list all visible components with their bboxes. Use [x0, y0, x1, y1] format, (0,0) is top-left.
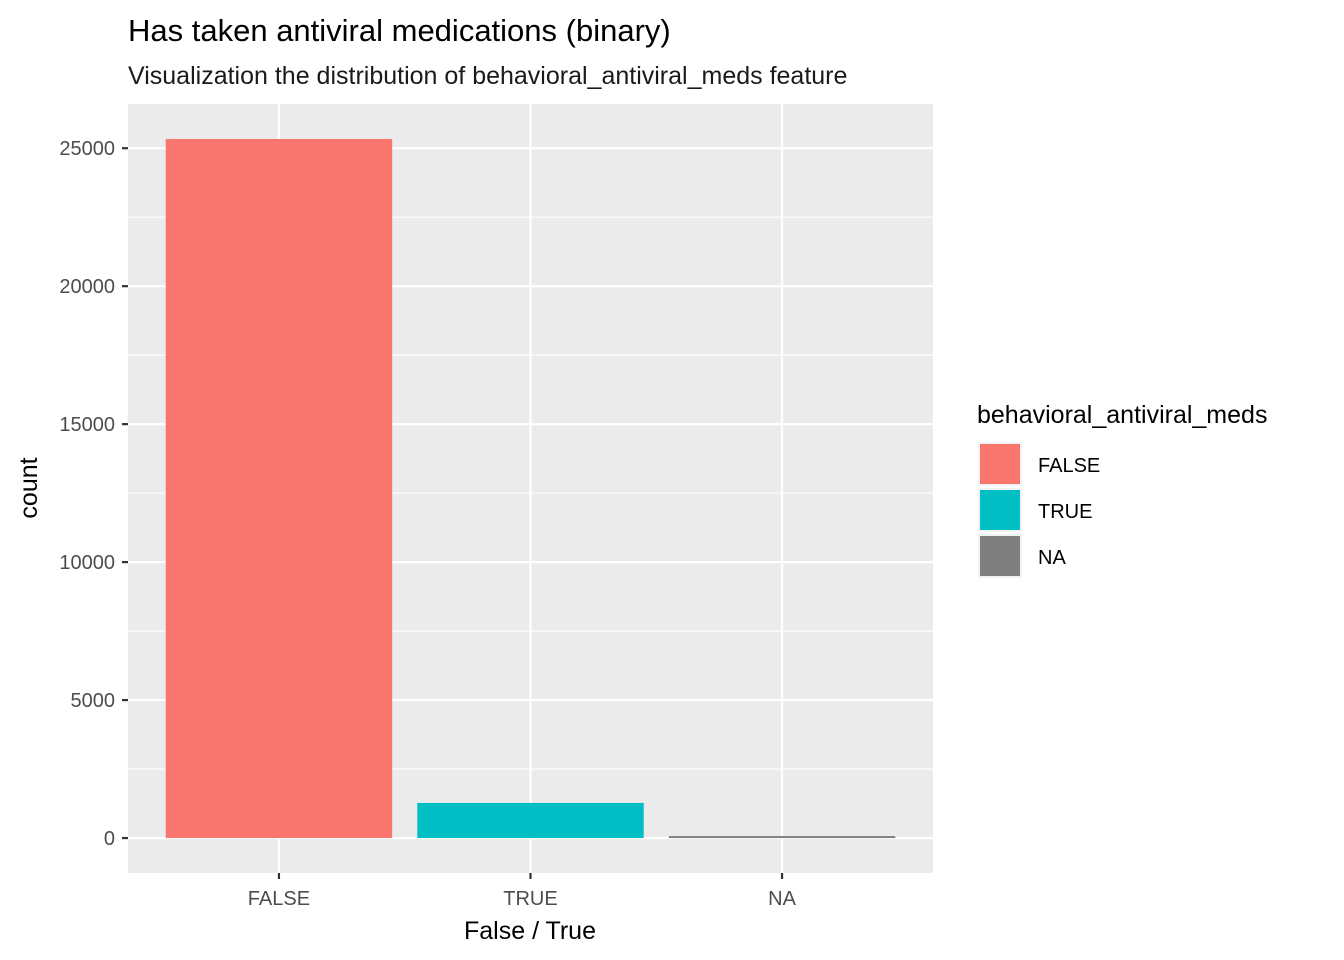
legend-key-na — [980, 536, 1020, 576]
x-axis-ticks: FALSE TRUE NA — [248, 873, 797, 910]
x-axis-title: False / True — [464, 917, 596, 945]
y-tick-label: 0 — [104, 828, 115, 850]
y-tick-label: 20000 — [59, 276, 115, 298]
legend: behavioral_antiviral_meds FALSE TRUE NA — [977, 401, 1267, 578]
y-axis-title: count — [15, 457, 43, 518]
bar-false — [165, 138, 393, 839]
legend-title: behavioral_antiviral_meds — [977, 401, 1267, 429]
chart-title: Has taken antiviral medications (binary) — [128, 13, 671, 48]
legend-key-true — [980, 490, 1020, 530]
bars — [165, 138, 896, 839]
y-tick-label: 15000 — [59, 414, 115, 436]
x-tick-label: FALSE — [248, 888, 310, 910]
x-tick-label: NA — [768, 888, 796, 910]
bar-true — [417, 802, 644, 839]
y-tick-label: 5000 — [71, 690, 116, 712]
y-tick-label: 25000 — [59, 138, 115, 160]
legend-label: TRUE — [1038, 501, 1092, 523]
bar-na — [668, 836, 896, 839]
y-axis-ticks: 0 5000 10000 15000 20000 25000 — [59, 138, 128, 850]
chart-subtitle: Visualization the distribution of behavi… — [128, 62, 847, 90]
y-tick-label: 10000 — [59, 552, 115, 574]
legend-label: FALSE — [1038, 455, 1100, 477]
legend-label: NA — [1038, 547, 1066, 569]
legend-key-false — [980, 444, 1020, 484]
x-tick-label: TRUE — [503, 888, 557, 910]
